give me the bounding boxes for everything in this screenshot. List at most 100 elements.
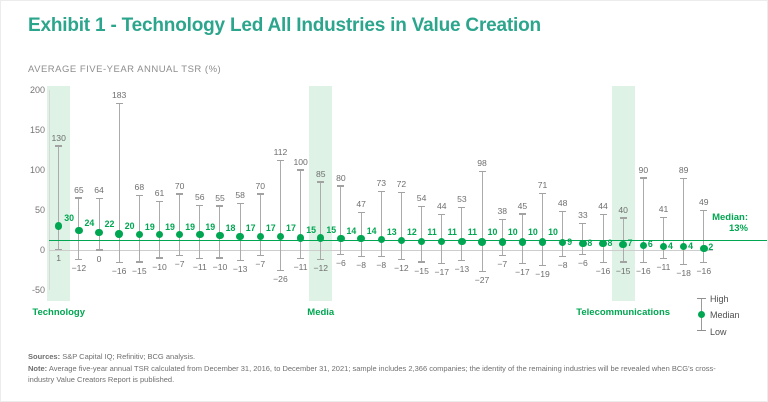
median-value-label: 11 bbox=[447, 226, 457, 237]
low-tick bbox=[639, 262, 647, 264]
low-tick bbox=[478, 270, 486, 273]
high-tick bbox=[619, 217, 627, 219]
series-range-line bbox=[360, 212, 362, 257]
low-value-label: −8 bbox=[557, 259, 568, 270]
median-dot bbox=[377, 235, 385, 244]
low-value-label: −12 bbox=[313, 263, 329, 274]
exhibit-title: Exhibit 1 - Technology Led All Industrie… bbox=[28, 15, 541, 36]
median-value-label: 17 bbox=[245, 223, 256, 234]
y-tick-label: 100 bbox=[29, 165, 45, 175]
high-tick bbox=[256, 193, 264, 195]
low-value-label: −8 bbox=[376, 259, 387, 270]
low-value-label: −16 bbox=[111, 266, 127, 277]
note-line: Note: Average five-year annual TSR calcu… bbox=[28, 363, 718, 386]
series-range-line bbox=[501, 219, 503, 256]
high-tick bbox=[357, 211, 365, 214]
high-tick bbox=[458, 206, 466, 209]
series-range-line bbox=[58, 146, 60, 250]
median-value-label: 4 bbox=[668, 240, 673, 251]
high-tick bbox=[418, 206, 426, 208]
high-tick bbox=[377, 190, 385, 193]
series-range-line bbox=[340, 186, 342, 255]
y-axis-title: AVERAGE FIVE-YEAR ANNUAL TSR (%) bbox=[28, 64, 222, 75]
low-tick bbox=[276, 270, 284, 272]
low-tick bbox=[438, 262, 446, 265]
high-value-label: 183 bbox=[112, 90, 127, 101]
median-dot bbox=[256, 232, 264, 241]
high-value-label: 44 bbox=[436, 201, 447, 212]
series-range-line bbox=[582, 223, 584, 255]
median-dot bbox=[619, 240, 627, 249]
low-value-label: −13 bbox=[454, 263, 470, 274]
series-range-line bbox=[663, 217, 664, 259]
high-tick bbox=[438, 214, 446, 216]
category-label: Media bbox=[307, 307, 335, 318]
high-tick bbox=[216, 205, 224, 207]
median-value-label: 12 bbox=[407, 226, 417, 237]
median-dot bbox=[679, 243, 688, 251]
low-tick bbox=[357, 255, 365, 258]
high-tick bbox=[539, 192, 547, 194]
low-value-label: −7 bbox=[174, 259, 185, 270]
high-value-label: 33 bbox=[578, 210, 588, 221]
category-label: Technology bbox=[32, 307, 85, 318]
high-tick bbox=[75, 197, 83, 199]
median-value-label: 15 bbox=[306, 225, 316, 235]
high-value-label: 64 bbox=[94, 185, 104, 196]
median-dot bbox=[498, 238, 506, 246]
low-tick bbox=[297, 258, 305, 260]
high-value-label: 55 bbox=[215, 192, 225, 203]
low-tick-icon bbox=[697, 330, 706, 332]
note-label: Note: bbox=[28, 363, 48, 373]
median-value-label: 19 bbox=[165, 221, 175, 232]
category-label: Telecommunications bbox=[576, 307, 671, 318]
median-dot bbox=[236, 232, 244, 241]
median-dot bbox=[599, 239, 607, 248]
median-dot bbox=[115, 230, 123, 238]
median-annotation-label: Median: bbox=[712, 212, 748, 223]
high-tick bbox=[579, 222, 587, 225]
median-dot bbox=[559, 239, 567, 247]
median-value-label: 14 bbox=[346, 225, 357, 236]
median-dot bbox=[700, 244, 708, 253]
high-value-label: 61 bbox=[154, 187, 165, 198]
high-tick bbox=[196, 204, 204, 206]
low-value-label: −10 bbox=[212, 261, 228, 272]
low-tick bbox=[418, 261, 426, 263]
median-annotation-value: 13% bbox=[728, 222, 748, 234]
high-value-label: 73 bbox=[376, 178, 387, 189]
overall-median-line bbox=[49, 239, 767, 242]
median-dot bbox=[357, 235, 365, 243]
median-dot bbox=[639, 241, 648, 249]
low-value-label: −16 bbox=[696, 266, 712, 277]
low-tick bbox=[176, 254, 184, 257]
legend-item-median: Median bbox=[710, 310, 740, 320]
median-dot bbox=[337, 235, 345, 243]
high-tick bbox=[680, 178, 688, 180]
low-value-label: −16 bbox=[595, 266, 611, 277]
median-value-label: 4 bbox=[688, 240, 694, 251]
median-value-label: 15 bbox=[326, 225, 337, 235]
high-tick bbox=[397, 191, 405, 194]
low-tick bbox=[619, 261, 627, 263]
low-tick bbox=[256, 254, 264, 257]
high-value-label: 68 bbox=[134, 182, 145, 193]
low-value-label: −10 bbox=[152, 261, 167, 272]
median-dot bbox=[216, 231, 224, 240]
low-tick bbox=[75, 258, 83, 261]
median-value-label: 10 bbox=[507, 226, 518, 237]
median-dot bbox=[538, 238, 547, 246]
median-dot bbox=[55, 222, 63, 230]
low-value-label: −16 bbox=[636, 266, 651, 277]
high-value-label: 89 bbox=[678, 165, 689, 176]
median-dot bbox=[135, 231, 144, 239]
sources-text: S&P Capital IQ; Refinitiv; BCG analysis. bbox=[62, 352, 196, 361]
median-dot bbox=[659, 243, 668, 251]
median-value-label: 8 bbox=[607, 237, 613, 248]
low-tick bbox=[660, 258, 667, 260]
high-tick bbox=[337, 185, 345, 187]
median-value-label: 19 bbox=[205, 221, 216, 232]
median-value-label: 8 bbox=[587, 237, 593, 248]
median-dot bbox=[579, 239, 587, 248]
